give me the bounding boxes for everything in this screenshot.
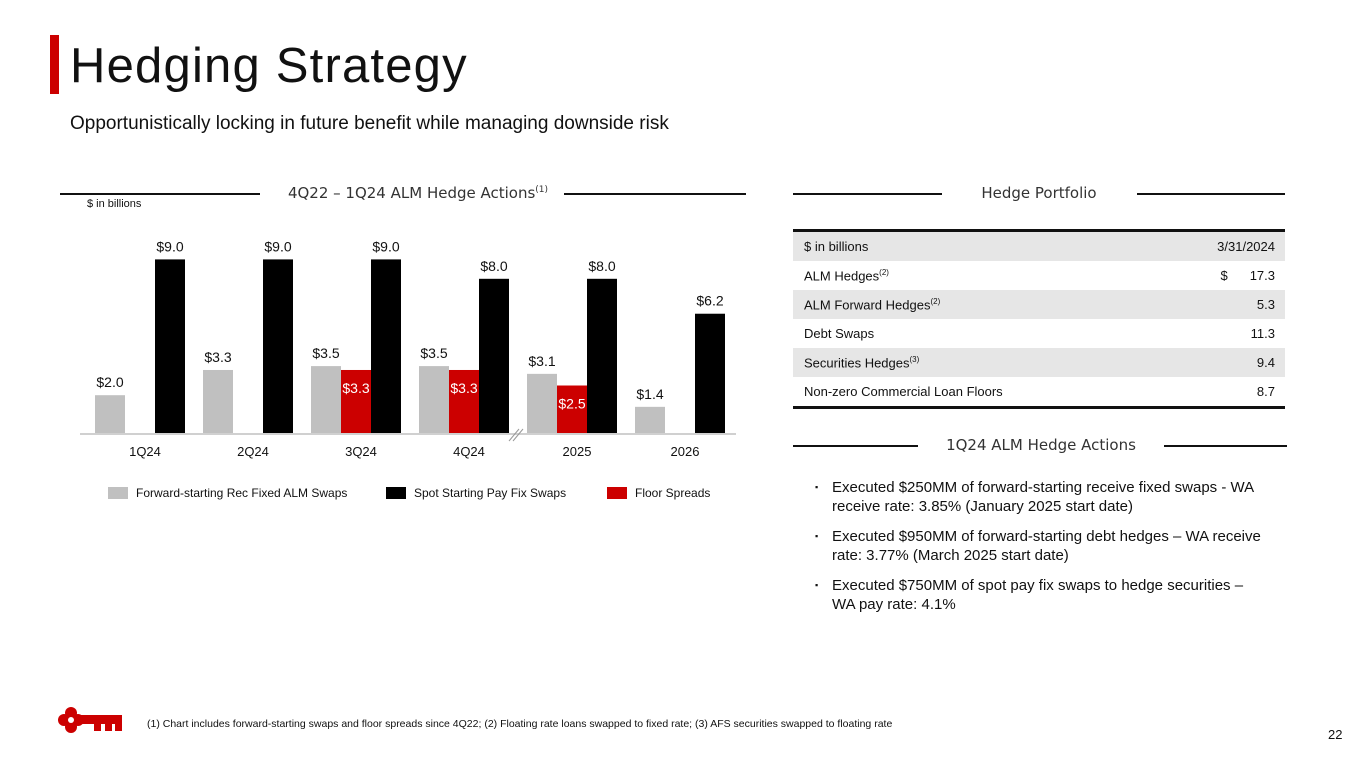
actions-heading: 1Q24 ALM Hedge Actions	[946, 436, 1136, 454]
legend-label-floor: Floor Spreads	[635, 486, 711, 500]
data-label-forward-starting: $3.5	[312, 345, 339, 361]
row-value: 8.7	[1256, 384, 1275, 399]
title-accent-bar	[50, 35, 59, 94]
data-label-forward-starting: $1.4	[636, 386, 663, 402]
bar-spot-starting	[479, 278, 509, 434]
actions-list: ▪ Executed $250MM of forward-starting rec…	[815, 478, 1265, 625]
row-label: ALM Forward Hedges(2)	[804, 296, 941, 313]
bullet-icon: ▪	[815, 482, 819, 492]
data-label-spot-starting: $8.0	[480, 258, 507, 274]
data-label-forward-starting: $3.5	[420, 345, 447, 361]
x-tick-label: 2Q24	[237, 444, 269, 459]
legend-label-spot: Spot Starting Pay Fix Swaps	[414, 486, 567, 500]
bar-floor-spread	[557, 385, 587, 434]
legend-item-spot: Spot Starting Pay Fix Swaps	[386, 486, 566, 500]
heading-rule-left	[793, 193, 942, 195]
bar-forward-starting	[635, 406, 665, 434]
data-label-spot-starting: $6.2	[696, 293, 723, 309]
bar-floor-spread	[341, 369, 371, 434]
table-header-date: 3/31/2024	[1217, 239, 1275, 254]
row-value: 11.3	[1250, 326, 1275, 341]
list-item: ▪ Executed $950MM of forward-starting deb…	[815, 528, 1261, 564]
chart-heading-footnote: (1)	[535, 185, 549, 195]
row-label: ALM Hedges(2)	[804, 267, 889, 284]
row-value: 5.3	[1256, 297, 1275, 312]
row-value: $17.3	[1220, 268, 1275, 283]
bullet-icon: ▪	[815, 531, 819, 541]
data-label-spot-starting: $9.0	[264, 238, 291, 254]
row-label: Securities Hedges(3)	[804, 354, 920, 371]
heading-rule-right	[1137, 193, 1285, 195]
data-label-spot-starting: $8.0	[588, 258, 615, 274]
table-row: Debt Swaps 11.3	[793, 319, 1285, 348]
chart-section-heading: 4Q22 – 1Q24 ALM Hedge Actions(1)	[60, 184, 746, 204]
data-label-floor-spread: $3.3	[450, 380, 477, 396]
heading-rule-left	[793, 445, 918, 447]
legend-swatch-forward	[108, 487, 128, 499]
bar-forward-starting	[95, 395, 125, 434]
page-title: Hedging Strategy	[70, 39, 468, 93]
bullet-icon: ▪	[815, 580, 819, 590]
data-label-spot-starting: $9.0	[156, 238, 183, 254]
row-value: 9.4	[1256, 355, 1275, 370]
key-logo-icon	[58, 707, 122, 733]
data-label-forward-starting: $3.1	[528, 353, 555, 369]
page-number: 22	[1328, 727, 1343, 742]
x-tick-label: 3Q24	[345, 444, 377, 459]
bar-spot-starting	[695, 313, 725, 434]
page-subtitle: Opportunistically locking in future bene…	[70, 113, 669, 134]
table-row: ALM Hedges(2) $17.3	[793, 261, 1285, 290]
legend-swatch-spot	[386, 487, 406, 499]
data-label-floor-spread: $3.3	[342, 380, 369, 396]
heading-rule-right	[564, 193, 746, 195]
x-tick-label: 1Q24	[129, 444, 161, 459]
legend-item-forward: Forward-starting Rec Fixed ALM Swaps	[108, 486, 347, 500]
data-label-spot-starting: $9.0	[372, 238, 399, 254]
list-item: ▪ Executed $750MM of spot pay fix swaps t…	[815, 577, 1244, 613]
bar-spot-starting	[587, 278, 617, 434]
table-header-label: $ in billions	[804, 239, 869, 254]
data-label-floor-spread: $2.5	[558, 396, 585, 412]
chart-heading-label: 4Q22 – 1Q24 ALM Hedge Actions	[287, 184, 536, 202]
legend-item-floor: Floor Spreads	[607, 486, 710, 500]
data-label-forward-starting: $3.3	[204, 349, 231, 365]
bar-spot-starting	[155, 259, 185, 434]
legend-label-forward: Forward-starting Rec Fixed ALM Swaps	[136, 486, 348, 500]
portfolio-section-heading: Hedge Portfolio	[793, 184, 1285, 204]
data-label-forward-starting: $2.0	[96, 374, 123, 390]
table-row: Non-zero Commercial Loan Floors 8.7	[793, 377, 1285, 406]
axis-break-mark	[512, 428, 524, 442]
table-header-row: $ in billions 3/31/2024	[793, 232, 1285, 261]
bar-spot-starting	[371, 259, 401, 434]
axis-break-mark	[508, 428, 520, 442]
row-label: Debt Swaps	[804, 326, 875, 341]
x-tick-label: 2026	[671, 444, 700, 459]
portfolio-heading: Hedge Portfolio	[981, 184, 1097, 202]
bar-forward-starting	[527, 373, 557, 434]
bar-forward-starting	[419, 366, 449, 434]
actions-section-heading: 1Q24 ALM Hedge Actions	[793, 436, 1287, 456]
x-tick-label: 4Q24	[453, 444, 485, 459]
bar-forward-starting	[203, 369, 233, 434]
chart-heading-text: 4Q22 – 1Q24 ALM Hedge Actions(1)	[268, 184, 568, 202]
bar-spot-starting	[263, 259, 293, 434]
chart-units-note: $ in billions	[87, 198, 142, 210]
heading-rule-left	[60, 193, 260, 195]
table-row: ALM Forward Hedges(2) 5.3	[793, 290, 1285, 319]
bar-floor-spread	[449, 369, 479, 434]
legend-swatch-floor	[607, 487, 627, 499]
bar-forward-starting	[311, 366, 341, 434]
heading-rule-right	[1164, 445, 1287, 447]
hedge-portfolio-table: $ in billions 3/31/2024 ALM Hedges(2) $1…	[793, 229, 1285, 409]
row-label: Non-zero Commercial Loan Floors	[804, 384, 1003, 399]
hedge-actions-bar-chart: $2.0 $9.0 1Q24 $3.3 $9.0 2Q24 $3.5 $3.3 $9.0 3Q24…	[80, 238, 736, 459]
x-tick-label: 2025	[563, 444, 592, 459]
footnote: (1) Chart includes forward-starting swap…	[147, 718, 893, 730]
list-item: ▪ Executed $250MM of forward-starting rec…	[815, 479, 1254, 515]
table-row: Securities Hedges(3) 9.4	[793, 348, 1285, 377]
